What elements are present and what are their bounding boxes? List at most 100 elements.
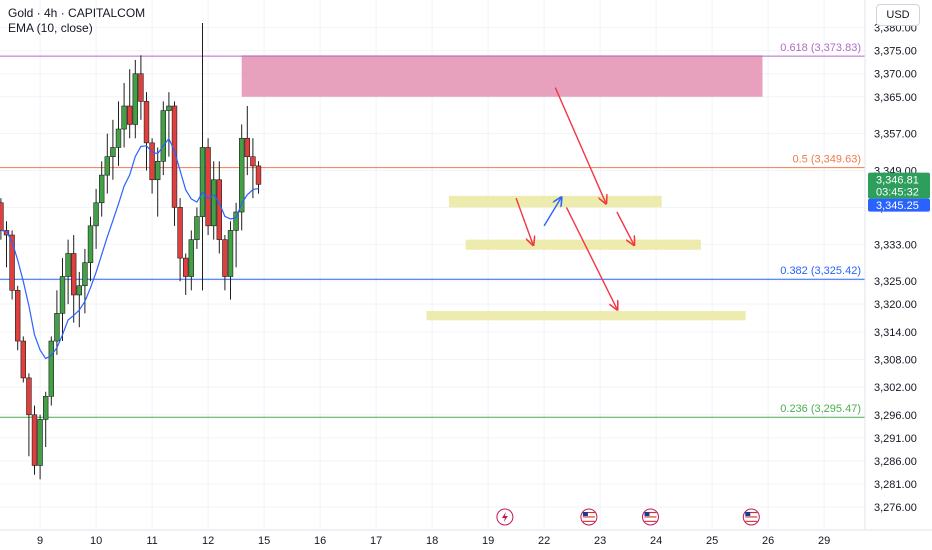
candle-body xyxy=(115,128,122,148)
flag-stripe xyxy=(644,518,657,520)
candle xyxy=(115,101,122,166)
candle xyxy=(160,101,166,176)
candle-body xyxy=(104,156,111,176)
candle-body xyxy=(155,161,161,181)
price-tick-label: 3,375.00 xyxy=(874,46,917,58)
candle-body xyxy=(15,290,21,342)
time-tick-label: 16 xyxy=(314,535,326,547)
projection-arrow xyxy=(565,207,617,308)
candle-body xyxy=(250,156,256,167)
candle-body xyxy=(127,105,133,125)
candle xyxy=(132,59,138,139)
fib-levels-layer: 0.618 (3,373.83) 0.5 (3,349.63) 0.382 (3,3… xyxy=(0,42,865,418)
flag-stripe xyxy=(745,518,758,520)
candle xyxy=(222,235,228,291)
time-tick-label: 10 xyxy=(90,535,102,547)
demand-zone xyxy=(465,239,701,250)
projection-arrow xyxy=(554,87,605,203)
candle-body xyxy=(160,110,166,162)
candle xyxy=(183,253,189,295)
candle xyxy=(0,198,4,240)
price-tick-label: 3,357.00 xyxy=(874,129,917,141)
time-tick-label: 22 xyxy=(538,535,550,547)
candle-body xyxy=(183,257,189,277)
flag-canton xyxy=(745,512,751,516)
candle xyxy=(15,285,21,351)
candle-body xyxy=(188,239,194,277)
candle-body xyxy=(48,340,55,397)
flag-stripe xyxy=(745,514,758,516)
candle-body xyxy=(227,230,234,277)
time-tick-label: 29 xyxy=(818,535,830,547)
demand-zone xyxy=(448,195,662,208)
candle xyxy=(31,405,38,475)
time-axis[interactable]: 9 10 11 12 15 16 17 18 19 22 23 24 25 26 29 xyxy=(37,535,830,547)
fib-label: 0.236 (3,295.47) xyxy=(780,403,861,415)
candle-body xyxy=(71,253,77,296)
candle xyxy=(155,147,161,217)
candle-body xyxy=(26,377,32,416)
flag-stripe xyxy=(582,514,595,516)
price-tick-label: 3,325.00 xyxy=(874,276,917,288)
candle xyxy=(42,391,49,448)
currency-button[interactable]: USD xyxy=(876,4,920,26)
fib-label: 0.618 (3,373.83) xyxy=(780,42,861,54)
candle-body xyxy=(255,165,262,185)
candle xyxy=(65,239,71,305)
time-tick-label: 15 xyxy=(258,535,270,547)
last-price-value: 3,346.81 xyxy=(876,175,919,187)
projection-arrow xyxy=(543,198,561,227)
candle-body xyxy=(166,105,172,111)
candle-body xyxy=(82,262,88,287)
flag-canton xyxy=(582,512,588,516)
symbol-title[interactable]: Gold · 4h · CAPITALCOM xyxy=(8,6,146,20)
candle xyxy=(199,23,206,291)
candle-body xyxy=(3,230,10,236)
candle xyxy=(149,138,155,194)
candle xyxy=(194,207,200,249)
flag-stripe xyxy=(644,516,657,518)
candle-body xyxy=(0,202,4,231)
candle-body xyxy=(132,73,138,125)
price-tick-label: 3,291.00 xyxy=(874,433,917,445)
ema-price-label: 3,345.25 xyxy=(868,198,930,212)
candle xyxy=(3,221,10,268)
candle xyxy=(239,124,245,231)
price-tick-label: 3,296.00 xyxy=(874,410,917,422)
candle xyxy=(93,188,99,249)
candle xyxy=(87,216,94,282)
grid-lines xyxy=(0,0,865,530)
price-tick-label: 3,320.00 xyxy=(874,299,917,311)
candle xyxy=(250,138,256,199)
candle-body xyxy=(177,207,183,259)
candle xyxy=(37,414,43,480)
us-flag-event-icon xyxy=(742,508,760,526)
candle xyxy=(233,202,239,268)
time-tick-label: 17 xyxy=(370,535,382,547)
candle xyxy=(177,198,183,282)
ema-indicator-label[interactable]: EMA (10, close) xyxy=(8,21,93,35)
candle-body xyxy=(143,101,150,144)
flag-stripe xyxy=(582,520,595,522)
bar-countdown: 03:45:32 xyxy=(876,187,919,199)
candle-body xyxy=(239,137,245,213)
candle xyxy=(110,119,116,180)
candle-body xyxy=(138,73,144,102)
price-tick-label: 3,370.00 xyxy=(874,69,917,81)
candle xyxy=(48,336,55,406)
price-tick-label: 3,281.00 xyxy=(874,479,917,491)
flag-stripe xyxy=(745,512,758,514)
candle xyxy=(127,69,133,139)
us-flag-event-icon xyxy=(580,508,598,526)
price-tick-label: 3,302.00 xyxy=(874,382,917,394)
price-axis[interactable]: 3,276.00 3,281.00 3,286.00 3,291.00 3,296.00… xyxy=(874,23,917,514)
candle-body xyxy=(31,414,38,466)
candle-body xyxy=(87,225,94,263)
candle-body xyxy=(233,211,239,231)
candle-body xyxy=(211,179,217,227)
lightning-event-icon xyxy=(496,508,514,526)
candle xyxy=(211,161,217,240)
candle-body xyxy=(42,396,49,420)
ema-line xyxy=(0,137,259,360)
